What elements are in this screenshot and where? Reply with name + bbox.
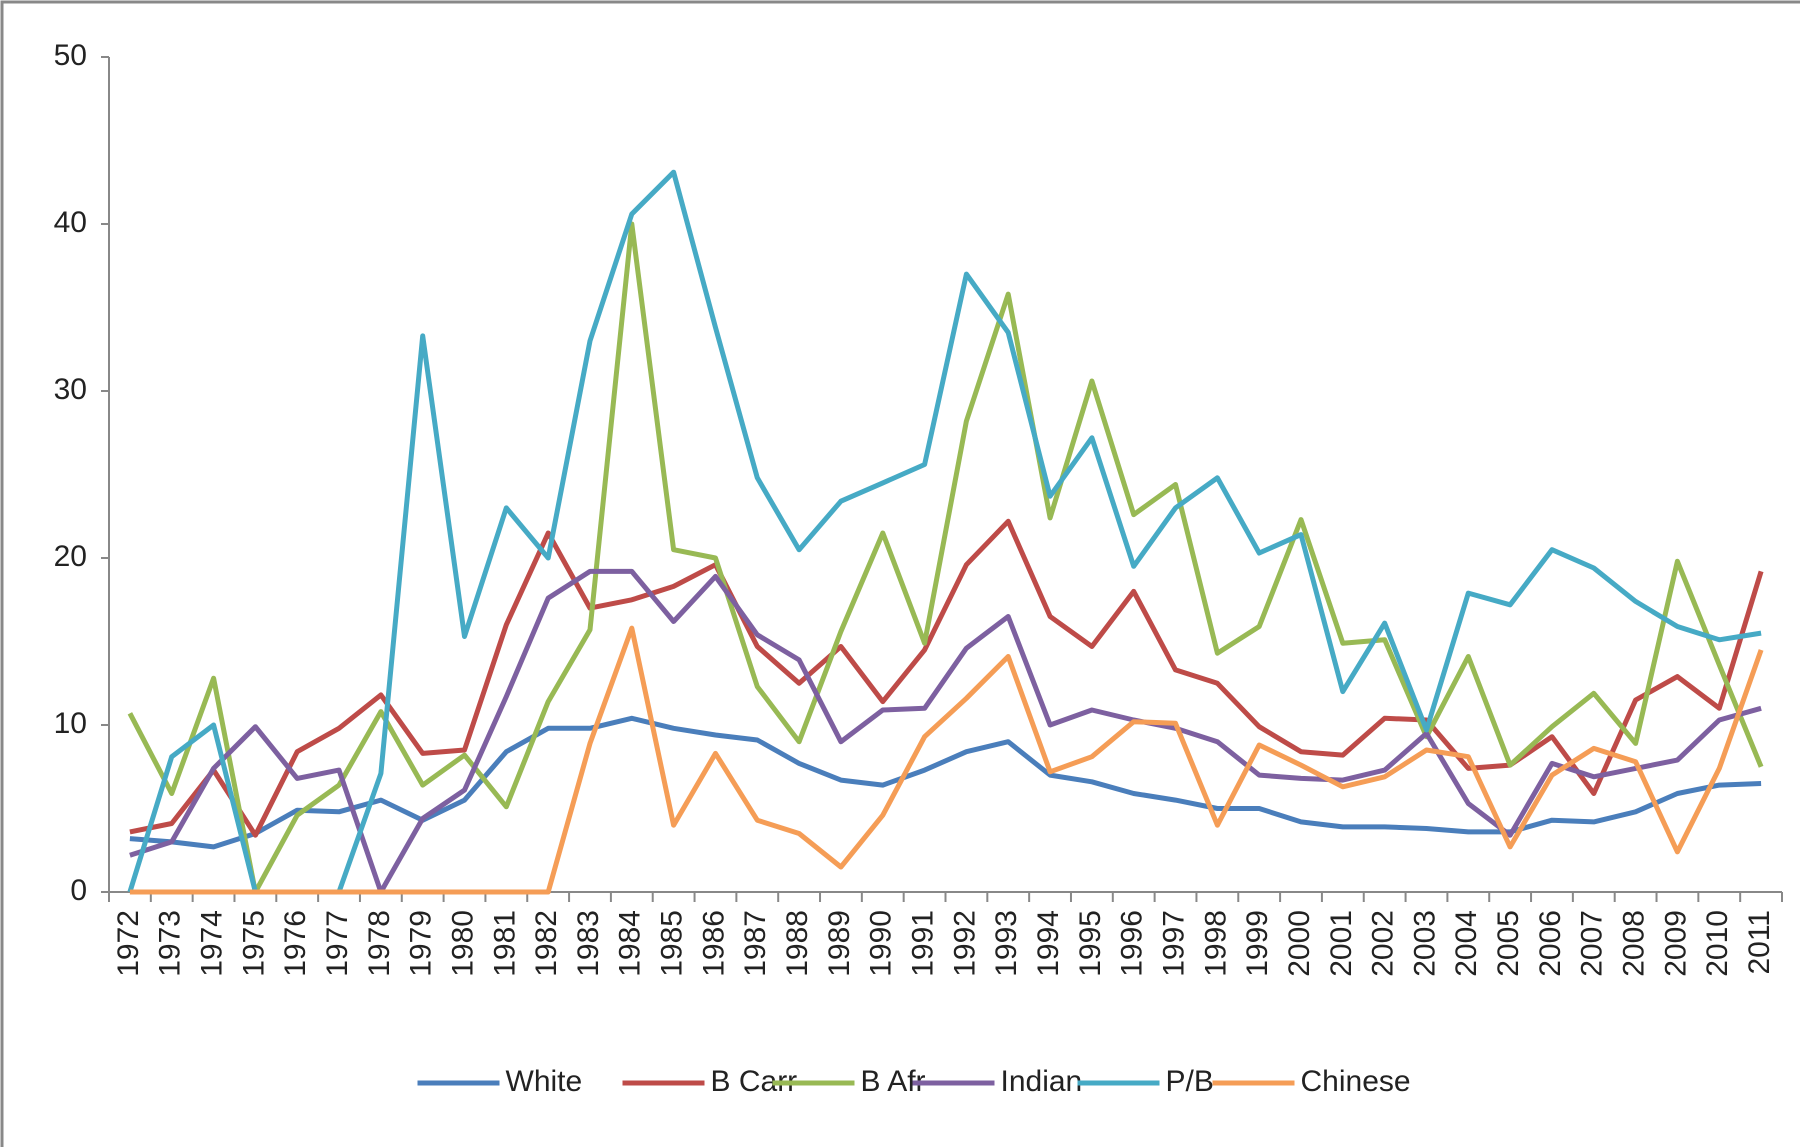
x-tick-label: 1972 <box>112 910 145 977</box>
series-line <box>129 715 1762 850</box>
x-tick-label: 2000 <box>1283 910 1316 977</box>
x-tick-label: 1973 <box>154 910 187 977</box>
legend-label: Indian <box>1001 1065 1083 1098</box>
x-tick-label: 1990 <box>865 910 898 977</box>
y-tick-label: 10 <box>54 707 87 740</box>
x-tick-label: 1989 <box>823 910 856 977</box>
x-tick-label: 1987 <box>739 910 772 977</box>
x-tick-label: 1991 <box>907 910 940 977</box>
x-tick-label: 1978 <box>363 910 396 977</box>
y-tick-label: 20 <box>54 540 87 573</box>
x-tick-label: 2005 <box>1492 910 1525 977</box>
x-tick-label: 2007 <box>1576 910 1609 977</box>
x-tick-label: 1974 <box>195 910 228 977</box>
x-tick-label: 1976 <box>279 910 312 977</box>
x-tick-label: 1983 <box>572 910 605 977</box>
y-tick-label: 0 <box>70 874 87 907</box>
series-line <box>129 625 1764 895</box>
x-tick-label: 2009 <box>1659 910 1692 977</box>
x-tick-label: 1979 <box>405 910 438 977</box>
x-tick-label: 1998 <box>1199 910 1232 977</box>
x-tick-label: 2003 <box>1408 910 1441 977</box>
x-tick-label: 1995 <box>1074 910 1107 977</box>
x-tick-label: 1993 <box>990 910 1023 977</box>
x-tick-label: 1984 <box>614 910 647 977</box>
x-tick-label: 2001 <box>1325 910 1358 977</box>
legend-label: Chinese <box>1301 1065 1411 1098</box>
x-tick-label: 2002 <box>1367 910 1400 977</box>
x-tick-label: 1996 <box>1116 910 1149 977</box>
series-line <box>127 169 1762 895</box>
legend-label: White <box>506 1065 583 1098</box>
x-tick-label: 2010 <box>1701 910 1734 977</box>
x-tick-label: 1982 <box>530 910 563 977</box>
x-tick-label: 1986 <box>697 910 730 977</box>
legend-label: P/B <box>1166 1065 1214 1098</box>
series-line <box>129 568 1762 895</box>
x-tick-label: 2008 <box>1618 910 1651 977</box>
x-tick-label: 1988 <box>781 910 814 977</box>
y-tick-label: 40 <box>54 206 87 239</box>
x-tick-label: 1997 <box>1157 910 1190 977</box>
x-tick-label: 1994 <box>1032 910 1065 977</box>
x-tick-label: 1975 <box>237 910 270 977</box>
y-tick-label: 50 <box>54 39 87 72</box>
series-line <box>127 221 1764 895</box>
x-tick-label: 1999 <box>1241 910 1274 977</box>
x-tick-label: 2004 <box>1450 910 1483 977</box>
x-tick-label: 1992 <box>948 910 981 977</box>
y-tick-label: 30 <box>54 373 87 406</box>
x-tick-label: 2011 <box>1743 910 1776 975</box>
series-line <box>129 518 1764 838</box>
x-tick-label: 2006 <box>1534 910 1567 977</box>
x-tick-label: 1980 <box>446 910 479 977</box>
x-tick-label: 1981 <box>488 910 521 977</box>
x-tick-label: 1977 <box>321 910 354 977</box>
x-tick-label: 1985 <box>656 910 689 977</box>
